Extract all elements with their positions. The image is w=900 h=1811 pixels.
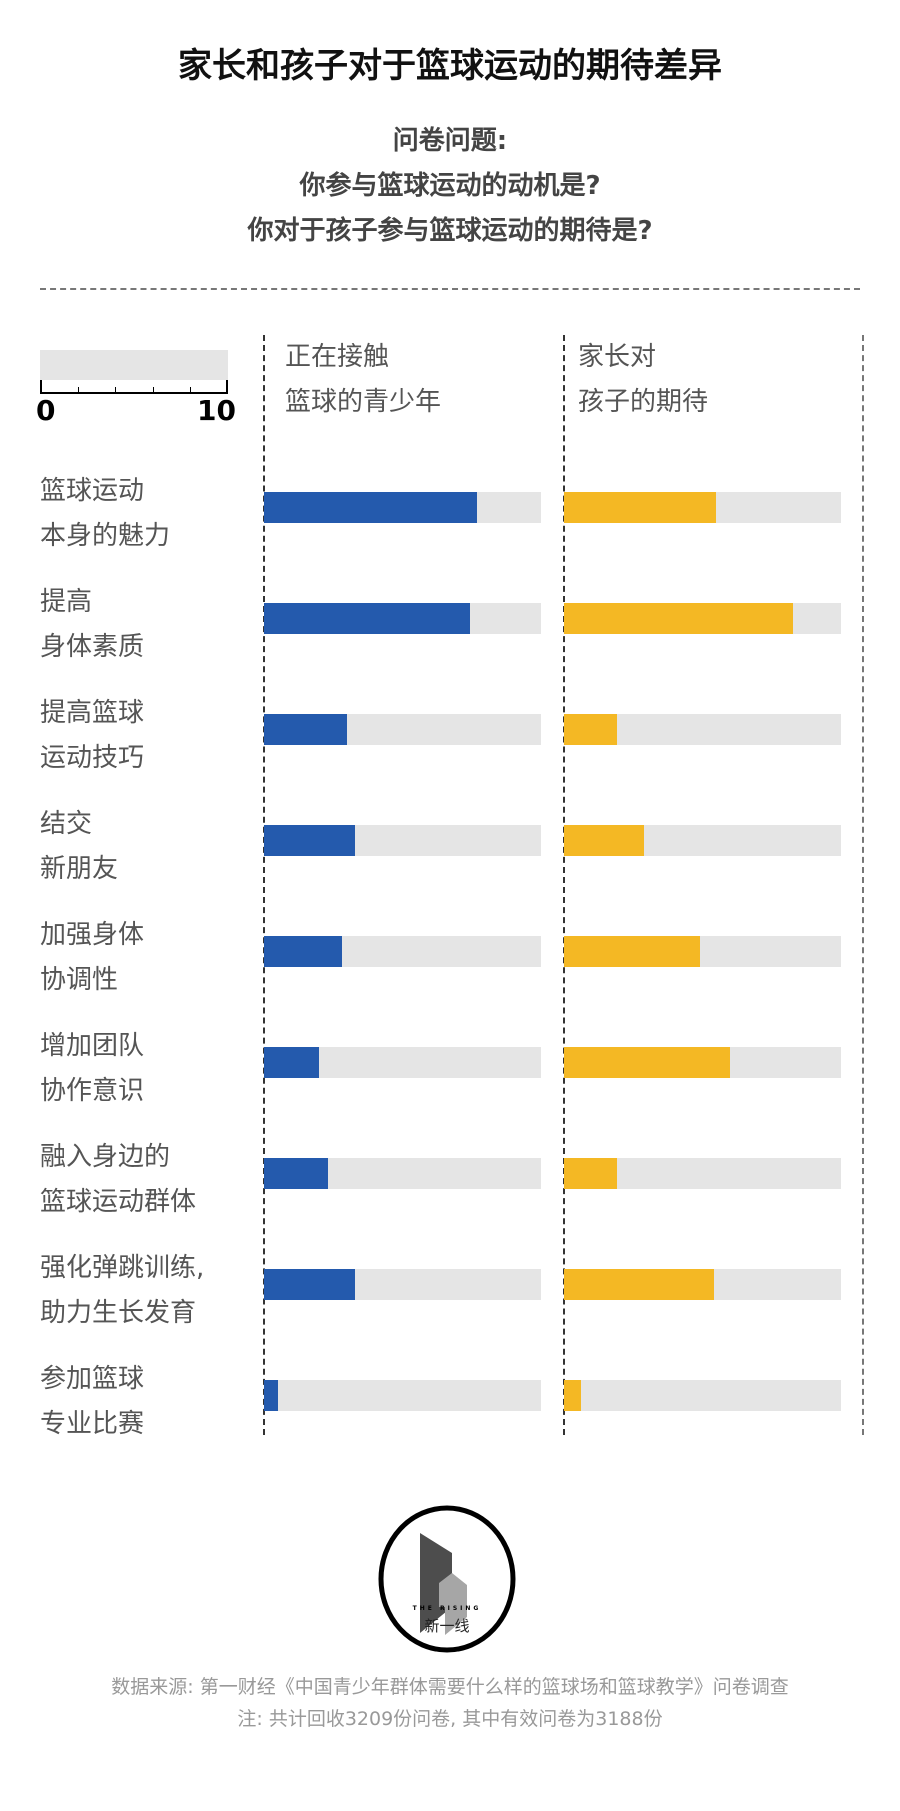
footnote: 注: 共计回收3209份问卷, 其中有效问卷为3188份 — [237, 1708, 663, 1730]
scale-legend: 0 10 — [36, 350, 236, 427]
bar-youth — [264, 936, 342, 967]
bar-youth — [264, 492, 478, 523]
category-label: 强化弹跳训练, 助力生长发育 — [40, 1246, 204, 1336]
category-label-line: 新朋友 — [40, 854, 119, 884]
scale-track — [40, 350, 228, 380]
scale-min-label: 0 — [36, 394, 56, 427]
column-divider — [263, 335, 265, 1435]
data-source: 数据来源: 第一财经《中国青少年群体需要什么样的篮球场和篮球教学》问卷调查 — [111, 1676, 789, 1698]
chart-title: 家长和孩子对于篮球运动的期待差异 — [178, 46, 722, 86]
category-label-line: 专业比赛 — [40, 1409, 145, 1439]
column-divider — [563, 335, 565, 1435]
series-header-youth: 正在接触 篮球的青少年 — [285, 335, 441, 425]
bar-track — [564, 825, 841, 856]
bar-track — [264, 714, 541, 745]
category-label: 增加团队 协作意识 — [40, 1024, 144, 1114]
logo-mark-icon — [378, 1505, 516, 1653]
bar-track — [264, 1380, 541, 1411]
logo-text-en: THE RISING — [412, 1605, 482, 1612]
divider — [40, 288, 860, 290]
bar-track — [564, 1269, 841, 1300]
series-header-line: 篮球的青少年 — [285, 387, 442, 417]
logo-text-cn: 新一线 — [424, 1617, 470, 1635]
category-label: 结交 新朋友 — [40, 802, 118, 892]
bar-parents — [564, 1269, 714, 1300]
scale-max-label: 10 — [197, 394, 236, 427]
bar-youth — [264, 1158, 328, 1189]
category-label-line: 提高 — [40, 587, 93, 617]
category-label-line: 加强身体 — [40, 920, 145, 950]
bar-parents — [564, 492, 717, 523]
bar-youth — [264, 1047, 320, 1078]
category-label-line: 结交 — [40, 809, 93, 839]
bar-track — [264, 603, 541, 634]
category-label: 参加篮球 专业比赛 — [40, 1357, 144, 1447]
bar-track — [564, 603, 841, 634]
bar-track — [564, 1380, 841, 1411]
category-label-line: 协调性 — [40, 965, 119, 995]
bar-track — [264, 1047, 541, 1078]
bar-track — [564, 1047, 841, 1078]
category-label-line: 参加篮球 — [40, 1364, 145, 1394]
bar-track — [564, 1158, 841, 1189]
category-label-line: 本身的魅力 — [40, 521, 171, 551]
series-header-line: 家长对 — [578, 342, 657, 372]
bar-track — [264, 1158, 541, 1189]
subtitle-line: 你参与篮球运动的动机是? — [299, 171, 601, 201]
category-label: 篮球运动 本身的魅力 — [40, 469, 170, 559]
category-label-line: 篮球运动 — [40, 476, 145, 506]
bar-parents — [564, 714, 617, 745]
bar-parents — [564, 1380, 581, 1411]
bar-youth — [264, 714, 348, 745]
bar-parents — [564, 1047, 731, 1078]
column-divider — [862, 335, 864, 1435]
series-header-line: 孩子的期待 — [578, 387, 709, 417]
bar-youth — [264, 1380, 278, 1411]
category-label: 提高 身体素质 — [40, 580, 144, 670]
category-label: 融入身边的篮球运动群体 — [40, 1135, 196, 1225]
category-label-line: 运动技巧 — [40, 743, 145, 773]
bar-youth — [264, 603, 471, 634]
category-label-line: 篮球运动群体 — [40, 1187, 197, 1217]
category-label-line: 提高篮球 — [40, 698, 145, 728]
category-label-line: 融入身边的 — [40, 1142, 171, 1172]
bar-track — [264, 1269, 541, 1300]
bar-youth — [264, 825, 356, 856]
bar-track — [564, 714, 841, 745]
category-label-line: 身体素质 — [40, 632, 145, 662]
bar-youth — [264, 1269, 356, 1300]
scale-axis — [40, 380, 228, 394]
subtitle-line: 问卷问题: — [392, 126, 508, 156]
bar-parents — [564, 1158, 617, 1189]
bar-parents — [564, 825, 645, 856]
bar-parents — [564, 936, 700, 967]
logo: THE RISING 新一线 — [377, 1505, 517, 1653]
series-header-parents: 家长对 孩子的期待 — [578, 335, 708, 425]
category-label-line: 助力生长发育 — [40, 1298, 197, 1328]
series-header-line: 正在接触 — [285, 342, 390, 372]
bar-parents — [564, 603, 793, 634]
bar-track — [564, 492, 841, 523]
bar-track — [264, 936, 541, 967]
bar-track — [264, 825, 541, 856]
subtitle-line: 你对于孩子参与篮球运动的期待是? — [247, 216, 653, 246]
bar-track — [564, 936, 841, 967]
category-label-line: 强化弹跳训练, — [40, 1253, 205, 1283]
category-label-line: 协作意识 — [40, 1076, 145, 1106]
bar-track — [264, 492, 541, 523]
category-label: 提高篮球 运动技巧 — [40, 691, 144, 781]
category-label-line: 增加团队 — [40, 1031, 145, 1061]
category-label: 加强身体 协调性 — [40, 913, 144, 1003]
